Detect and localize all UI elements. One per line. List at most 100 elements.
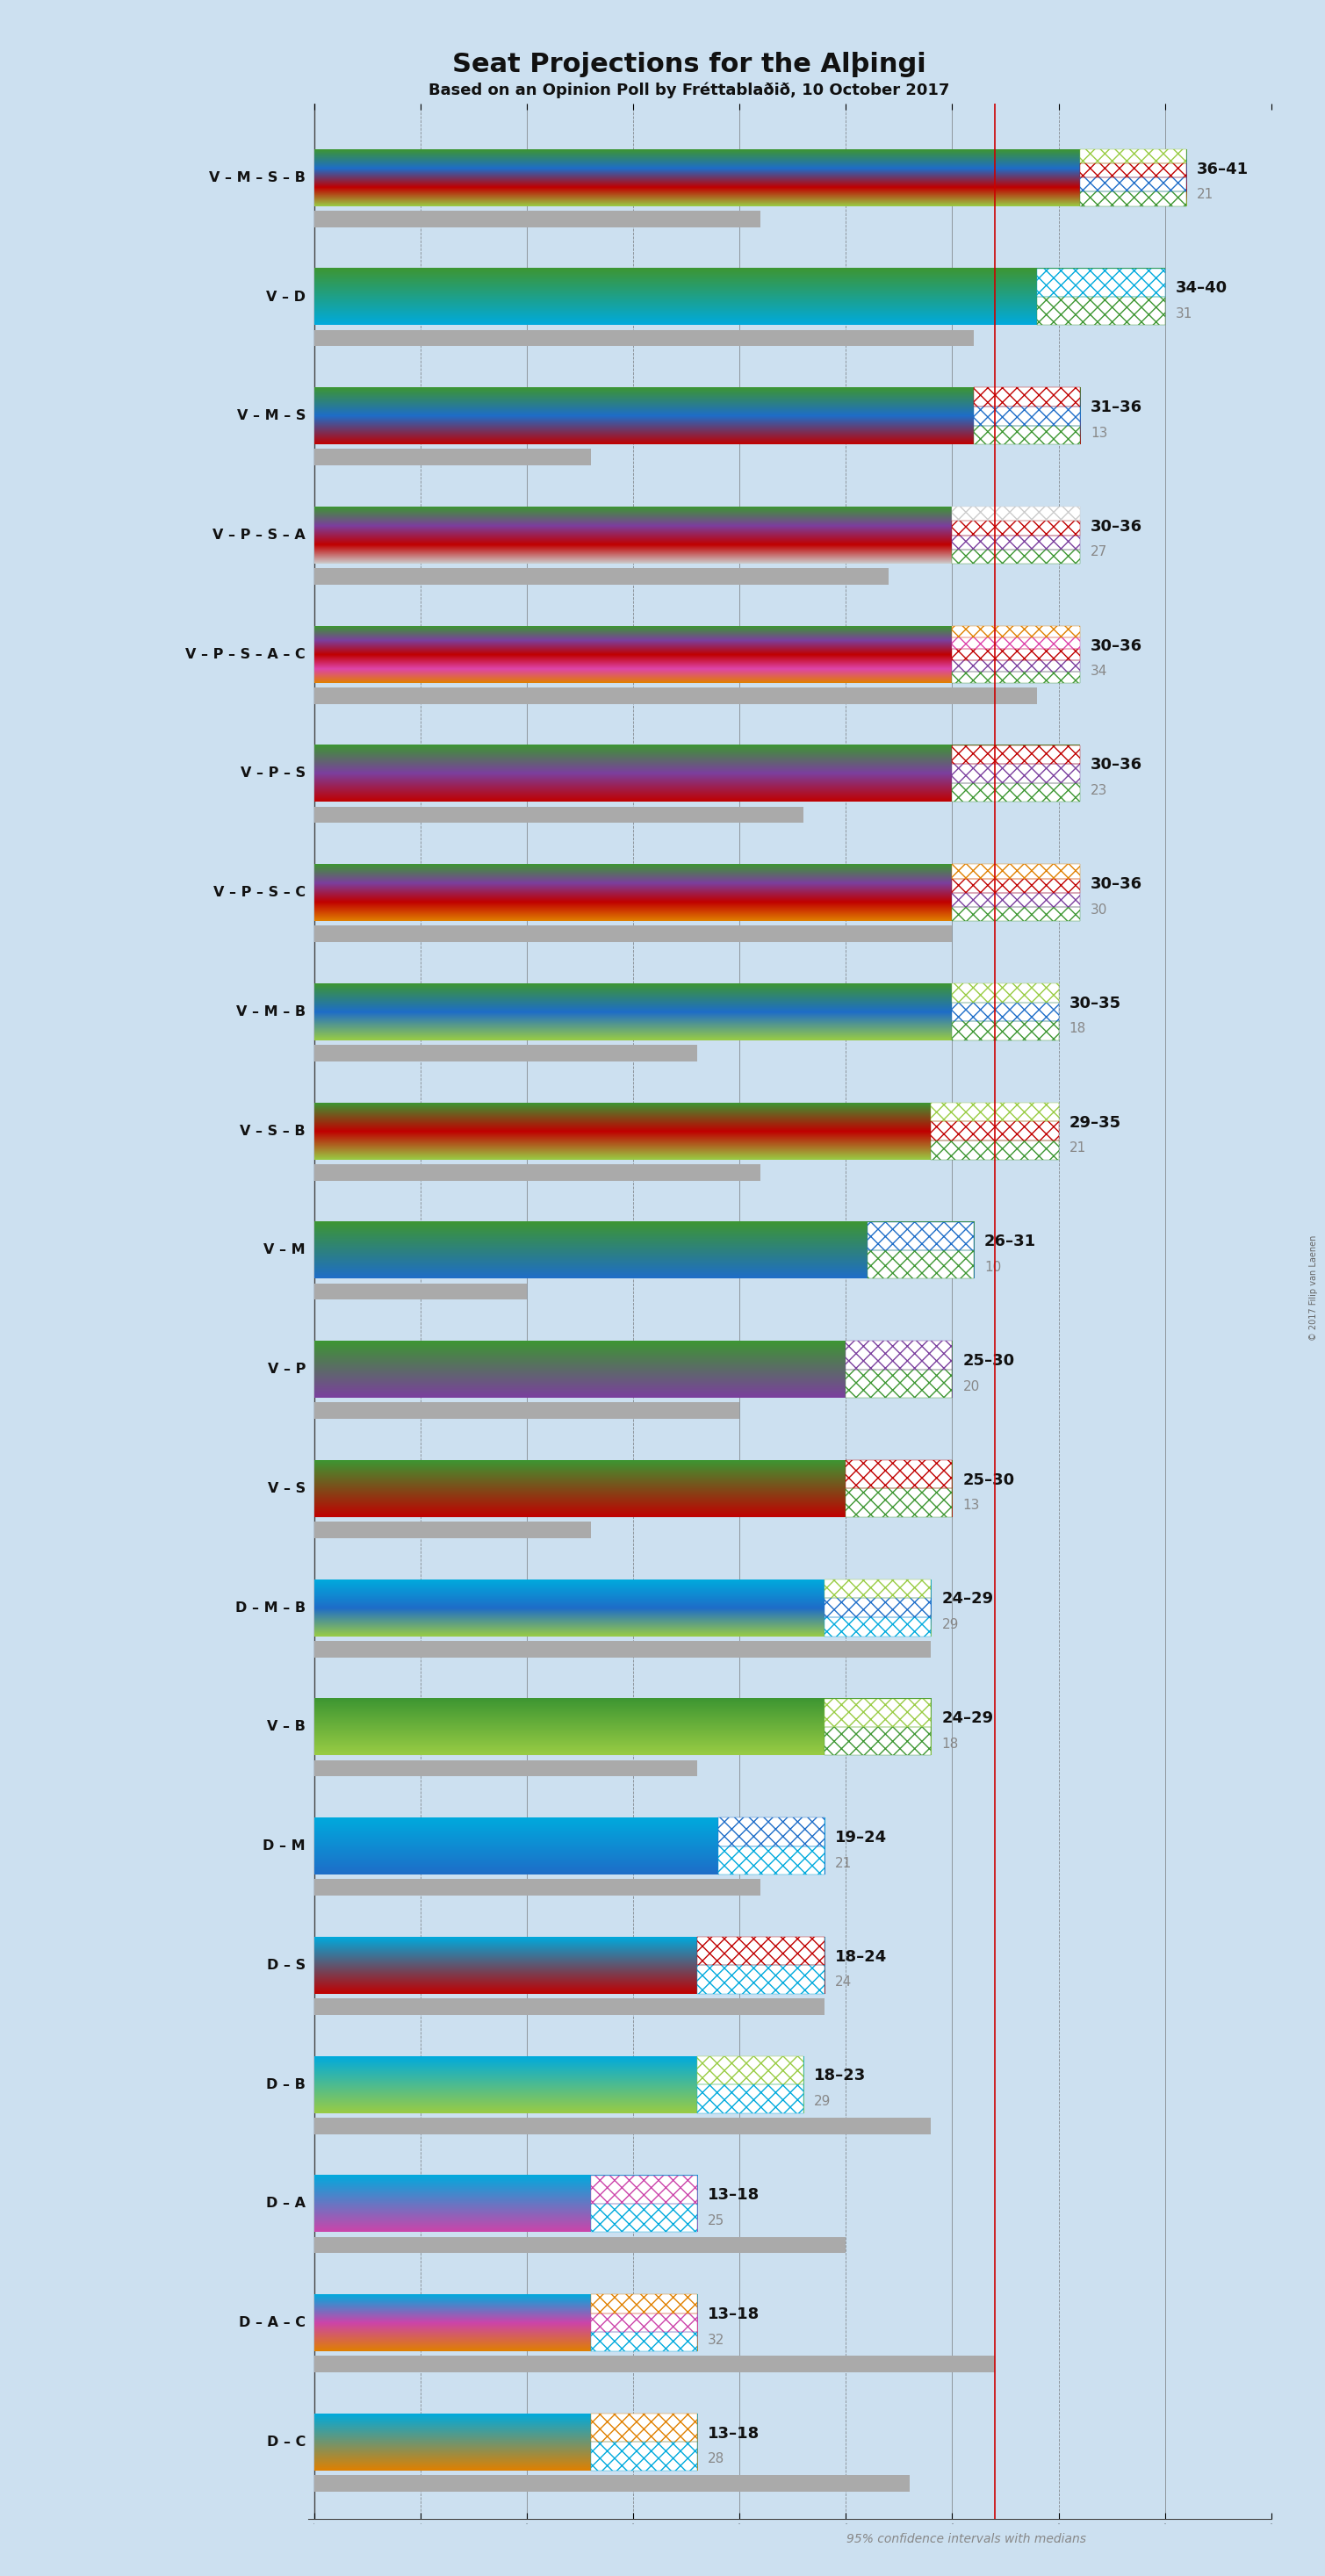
Bar [953,783,1080,801]
Bar [314,1759,697,1777]
Bar [953,636,1080,649]
Text: 29: 29 [942,1618,958,1631]
Bar [1080,191,1186,206]
Text: 24–29: 24–29 [942,1710,994,1726]
Bar [591,2313,697,2331]
Bar [591,2295,697,2313]
Bar [953,507,1080,520]
Text: Based on an Opinion Poll by Fréttablaðið, 10 October 2017: Based on an Opinion Poll by Fréttablaðið… [428,82,950,98]
Bar [314,925,953,943]
Bar [591,2313,697,2331]
Bar [953,878,1080,894]
Bar [314,211,761,227]
Bar [845,1489,953,1517]
Bar [1080,178,1186,191]
Bar [974,386,1080,407]
Text: V – M – B: V – M – B [236,1005,306,1018]
Bar [314,569,889,585]
Bar [314,2357,995,2372]
Text: V – B: V – B [268,1721,306,1734]
Bar [591,2414,697,2442]
Text: 31: 31 [1175,307,1192,319]
Text: V – S – B: V – S – B [240,1126,306,1139]
Bar [953,536,1080,549]
Text: V – P – S – A – C: V – P – S – A – C [186,647,306,662]
Bar [314,1878,761,1896]
Bar [953,549,1080,564]
Bar [1080,162,1186,178]
Bar [1037,268,1165,296]
Bar [314,2236,845,2254]
Bar [953,866,1080,878]
Bar [953,907,1080,922]
Bar [697,1937,824,1965]
Text: 36–41: 36–41 [1196,162,1248,178]
Bar [697,1965,824,1994]
Bar [953,626,1080,636]
Bar [718,1847,824,1875]
Text: © 2017 Filip van Laenen: © 2017 Filip van Laenen [1309,1234,1318,1342]
Text: 31–36: 31–36 [1090,399,1142,415]
Text: 30: 30 [1090,904,1108,917]
Text: V – M – S: V – M – S [237,410,306,422]
Text: 21: 21 [1069,1141,1086,1154]
Bar [953,984,1059,1002]
Text: 28: 28 [708,2452,725,2465]
Bar [718,1847,824,1875]
Bar [867,1249,974,1278]
Text: 26–31: 26–31 [984,1234,1036,1249]
Bar [953,520,1080,536]
Bar [953,744,1080,765]
Bar [845,1342,953,1370]
Bar [1080,162,1186,178]
Bar [591,2442,697,2470]
Bar [845,1342,953,1370]
Bar [591,2202,697,2231]
Text: 29–35: 29–35 [1069,1115,1121,1131]
Bar [953,744,1080,765]
Bar [314,2476,910,2491]
Bar [931,1103,1059,1121]
Bar [314,1641,931,1656]
Text: 13: 13 [1090,428,1108,440]
Bar [314,806,803,822]
Bar [953,866,1080,878]
Bar [953,636,1080,649]
Bar [953,878,1080,894]
Bar [314,1164,761,1180]
Text: V – S: V – S [268,1481,306,1494]
Text: D – A: D – A [266,2197,306,2210]
Text: 27: 27 [1090,546,1108,559]
Bar [931,1121,1059,1141]
Bar [824,1579,931,1597]
Text: 30–36: 30–36 [1090,876,1142,891]
Text: V – P – S – C: V – P – S – C [213,886,306,899]
Bar [953,659,1080,672]
Bar [314,1999,824,2014]
Bar [867,1221,974,1249]
Text: 32: 32 [708,2334,725,2347]
Text: 10: 10 [984,1260,1002,1275]
Bar [824,1618,931,1636]
Bar [824,1597,931,1618]
Bar [824,1726,931,1754]
Bar [974,425,1080,446]
Bar [931,1103,1059,1121]
Bar [953,626,1080,636]
Text: V – M – S – B: V – M – S – B [209,170,306,183]
Text: V – P – S: V – P – S [241,768,306,781]
Bar [1080,149,1186,162]
Text: 30–36: 30–36 [1090,639,1142,654]
Text: 20: 20 [963,1381,979,1394]
Bar [953,984,1059,1002]
Bar [953,894,1080,907]
Text: 18: 18 [1069,1023,1086,1036]
Bar [931,1121,1059,1141]
Bar [314,688,1037,703]
Text: 19–24: 19–24 [835,1829,888,1844]
Bar [314,1401,739,1419]
Text: 21: 21 [835,1857,852,1870]
Bar [718,1819,824,1847]
Bar [697,2056,803,2084]
Bar [974,425,1080,446]
